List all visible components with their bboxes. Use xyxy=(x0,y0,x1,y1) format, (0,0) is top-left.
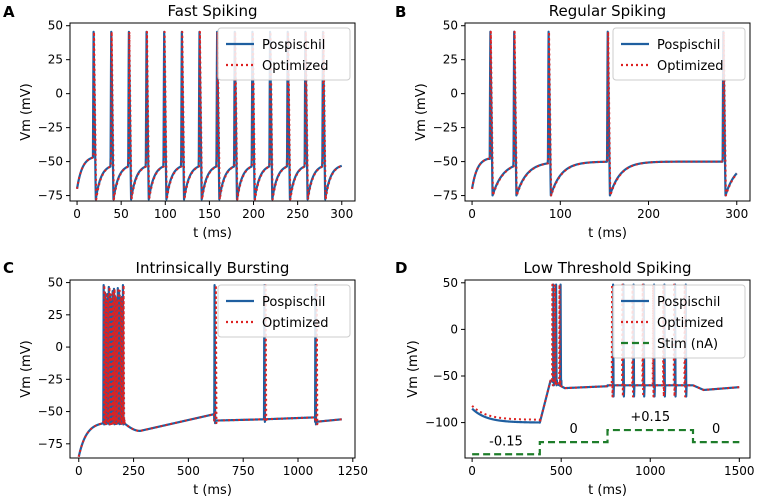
stim-label: +0.15 xyxy=(630,410,670,425)
x-tick-label: 750 xyxy=(232,464,255,478)
y-axis-label: Vm (mV) xyxy=(19,83,34,140)
y-tick-label: 0 xyxy=(55,340,63,354)
legend-label: Pospischil xyxy=(657,38,720,53)
x-tick-label: 300 xyxy=(330,207,353,221)
x-tick-label: 50 xyxy=(114,207,129,221)
panel-letter: A xyxy=(3,3,15,21)
legend-label: Stim (nA) xyxy=(657,337,718,352)
y-tick-label: −50 xyxy=(38,405,63,419)
legend-label: Optimized xyxy=(657,316,724,331)
series-line-optimized xyxy=(471,30,738,197)
y-tick-label: 0 xyxy=(55,87,63,101)
legend-label: Optimized xyxy=(262,316,329,331)
y-tick-label: −25 xyxy=(38,372,63,386)
x-tick-label: 100 xyxy=(549,207,572,221)
panel-title: Low Threshold Spiking xyxy=(523,259,691,277)
x-tick-label: 150 xyxy=(198,207,221,221)
series-line-stim xyxy=(472,428,740,456)
x-tick-label: 200 xyxy=(242,207,265,221)
axes-frame xyxy=(69,279,356,459)
y-tick-label: −50 xyxy=(433,155,458,169)
legend-label: Pospischil xyxy=(262,38,325,53)
panel-letter: D xyxy=(395,259,407,277)
stim-label: 0 xyxy=(570,422,578,437)
y-tick-label: 25 xyxy=(48,308,63,322)
y-tick-label: −50 xyxy=(38,155,63,169)
legend-label: Pospischil xyxy=(657,295,720,310)
legend-box xyxy=(612,284,746,359)
axes-frame xyxy=(464,279,751,459)
panel-title: Regular Spiking xyxy=(549,2,666,20)
y-axis-label: Vm (mV) xyxy=(406,340,421,397)
y-tick-label: −25 xyxy=(38,121,63,135)
panel-letter: C xyxy=(3,259,14,277)
traces xyxy=(77,284,343,458)
y-tick-label: −25 xyxy=(433,121,458,135)
y-tick-label: −100 xyxy=(425,416,458,430)
stim-label: -0.15 xyxy=(489,434,523,449)
panel-b: B Regular Spiking 0 100 200 300 50 25 0 −25 −50 −75… xyxy=(395,2,751,241)
y-axis-label: Vm (mV) xyxy=(19,340,34,397)
panel-d: D Low Threshold Spiking-0.150+0.1500 500 10… xyxy=(395,259,755,498)
x-tick-label: 250 xyxy=(286,207,309,221)
legend-box xyxy=(217,27,351,81)
y-tick-label: −75 xyxy=(38,189,63,203)
x-tick-label: 500 xyxy=(177,464,200,478)
y-tick-label: 25 xyxy=(443,53,458,67)
series-line-optimized xyxy=(471,283,741,424)
legend-label: Optimized xyxy=(657,59,724,74)
legend-label: Pospischil xyxy=(262,295,325,310)
x-tick-label: 300 xyxy=(725,207,748,221)
x-axis-label: t (ms) xyxy=(588,483,627,498)
panel-title: Fast Spiking xyxy=(168,2,258,20)
stim-label: 0 xyxy=(712,422,720,437)
panel-title: Intrinsically Bursting xyxy=(136,259,290,277)
legend: Pospischil Optimized Stim (nA) xyxy=(612,284,746,359)
y-tick-label: 50 xyxy=(443,19,458,33)
y-tick-label: −75 xyxy=(433,189,458,203)
y-tick-label: −75 xyxy=(38,437,63,451)
x-tick-label: 200 xyxy=(637,207,660,221)
x-tick-label: 1000 xyxy=(283,464,314,478)
axes-frame xyxy=(69,22,356,202)
x-tick-label: 100 xyxy=(154,207,177,221)
y-tick-label: 50 xyxy=(48,276,63,290)
x-axis-label: t (ms) xyxy=(193,483,232,498)
y-axis-label: Vm (mV) xyxy=(414,83,429,140)
x-tick-label: 0 xyxy=(468,207,476,221)
legend-box xyxy=(612,27,746,81)
y-tick-label: 0 xyxy=(450,322,458,336)
x-axis-label: t (ms) xyxy=(193,226,232,241)
axes-frame xyxy=(464,22,751,202)
x-tick-label: 500 xyxy=(550,464,573,478)
y-tick-label: −50 xyxy=(433,369,458,383)
x-tick-label: 0 xyxy=(73,207,81,221)
x-tick-label: 250 xyxy=(122,464,145,478)
x-tick-label: 0 xyxy=(468,464,476,478)
x-tick-label: 1250 xyxy=(338,464,369,478)
y-tick-label: 50 xyxy=(48,19,63,33)
y-tick-label: 50 xyxy=(443,276,458,290)
x-tick-label: 1000 xyxy=(635,464,666,478)
x-axis-label: t (ms) xyxy=(588,226,627,241)
y-tick-label: 25 xyxy=(48,53,63,67)
x-tick-label: 1500 xyxy=(724,464,755,478)
traces xyxy=(75,30,343,201)
legend: Pospischil Optimized xyxy=(217,27,351,81)
panel-letter: B xyxy=(395,3,406,21)
series-line-optimized xyxy=(76,30,343,201)
legend-label: Optimized xyxy=(262,59,329,74)
traces xyxy=(470,30,738,197)
traces xyxy=(471,283,741,456)
series-line-optimized xyxy=(77,284,343,458)
legend-box xyxy=(217,284,351,338)
x-tick-label: 0 xyxy=(75,464,83,478)
y-tick-label: 0 xyxy=(450,87,458,101)
legend: Pospischil Optimized xyxy=(217,284,351,338)
legend: Pospischil Optimized xyxy=(612,27,746,81)
